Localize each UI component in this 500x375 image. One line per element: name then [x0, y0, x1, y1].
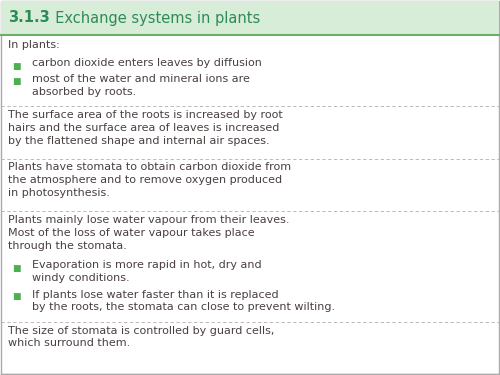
- Text: If plants lose water faster than it is replaced
by the roots, the stomata can cl: If plants lose water faster than it is r…: [32, 290, 335, 312]
- Text: Evaporation is more rapid in hot, dry and
windy conditions.: Evaporation is more rapid in hot, dry an…: [32, 261, 262, 283]
- Text: Plants have stomata to obtain carbon dioxide from
the atmosphere and to remove o: Plants have stomata to obtain carbon dio…: [8, 162, 291, 198]
- Text: carbon dioxide enters leaves by diffusion: carbon dioxide enters leaves by diffusio…: [32, 58, 262, 69]
- Text: ■: ■: [12, 77, 20, 86]
- Text: ■: ■: [12, 292, 20, 302]
- Bar: [1, 1, 499, 35]
- Text: Plants mainly lose water vapour from their leaves.
Most of the loss of water vap: Plants mainly lose water vapour from the…: [8, 215, 290, 250]
- Text: most of the water and mineral ions are
absorbed by roots.: most of the water and mineral ions are a…: [32, 74, 250, 97]
- Text: 3.1.3: 3.1.3: [8, 10, 50, 26]
- Text: The size of stomata is controlled by guard cells,
which surround them.: The size of stomata is controlled by gua…: [8, 326, 274, 348]
- Text: ■: ■: [12, 62, 20, 70]
- Text: The surface area of the roots is increased by root
hairs and the surface area of: The surface area of the roots is increas…: [8, 110, 283, 146]
- Text: In plants:: In plants:: [8, 40, 60, 50]
- Text: Exchange systems in plants: Exchange systems in plants: [46, 10, 260, 26]
- Text: ■: ■: [12, 264, 20, 273]
